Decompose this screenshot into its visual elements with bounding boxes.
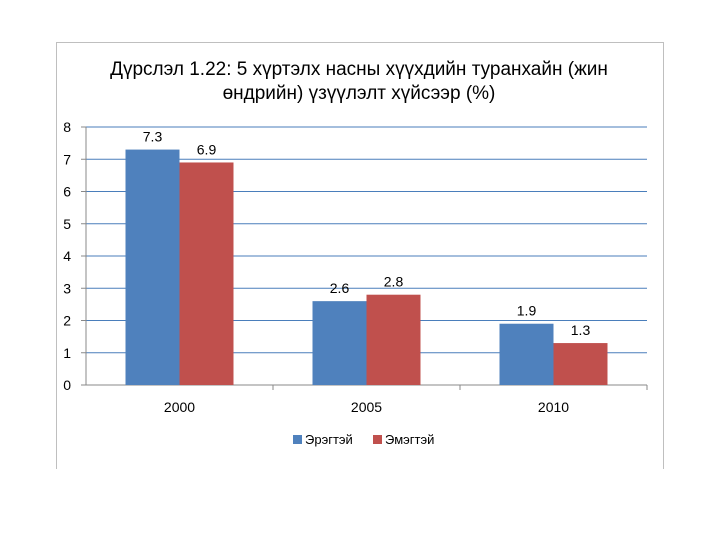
chart-title: Дүрслэл 1.22: 5 хүртэлх насны хүүхдийн т… bbox=[56, 58, 662, 106]
y-tick-label: 4 bbox=[63, 248, 71, 264]
data-label: 7.3 bbox=[143, 129, 163, 145]
y-tick-label: 0 bbox=[63, 377, 71, 393]
bar bbox=[553, 343, 608, 385]
data-label: 1.9 bbox=[517, 303, 537, 319]
data-label: 2.6 bbox=[330, 280, 350, 296]
x-tick-label: 2010 bbox=[538, 399, 569, 415]
data-label: 1.3 bbox=[571, 322, 591, 338]
legend-swatch bbox=[373, 435, 382, 444]
y-tick-label: 7 bbox=[63, 151, 71, 167]
y-tick-label: 2 bbox=[63, 313, 71, 329]
y-tick-label: 6 bbox=[63, 184, 71, 200]
y-tick-label: 3 bbox=[63, 280, 71, 296]
chart-title-line-2: өндрийн) үзүүлэлт хүйсээр (%) bbox=[222, 83, 496, 104]
y-tick-label: 5 bbox=[63, 216, 71, 232]
legend-label: Эмэгтэй bbox=[385, 432, 434, 447]
x-tick-label: 2005 bbox=[351, 399, 382, 415]
y-tick-label: 1 bbox=[63, 345, 71, 361]
chart-title-line-1: Дүрслэл 1.22: 5 хүртэлх насны хүүхдийн т… bbox=[110, 59, 608, 80]
legend-swatch bbox=[293, 435, 302, 444]
bar bbox=[366, 294, 421, 385]
bar bbox=[312, 301, 367, 385]
data-label: 6.9 bbox=[197, 141, 217, 157]
bar bbox=[125, 149, 180, 385]
legend-label: Эрэгтэй bbox=[305, 432, 353, 447]
bar bbox=[179, 162, 234, 385]
data-label: 2.8 bbox=[384, 274, 404, 290]
bar bbox=[499, 323, 554, 385]
x-tick-label: 2000 bbox=[164, 399, 195, 415]
y-tick-label: 8 bbox=[63, 119, 71, 135]
